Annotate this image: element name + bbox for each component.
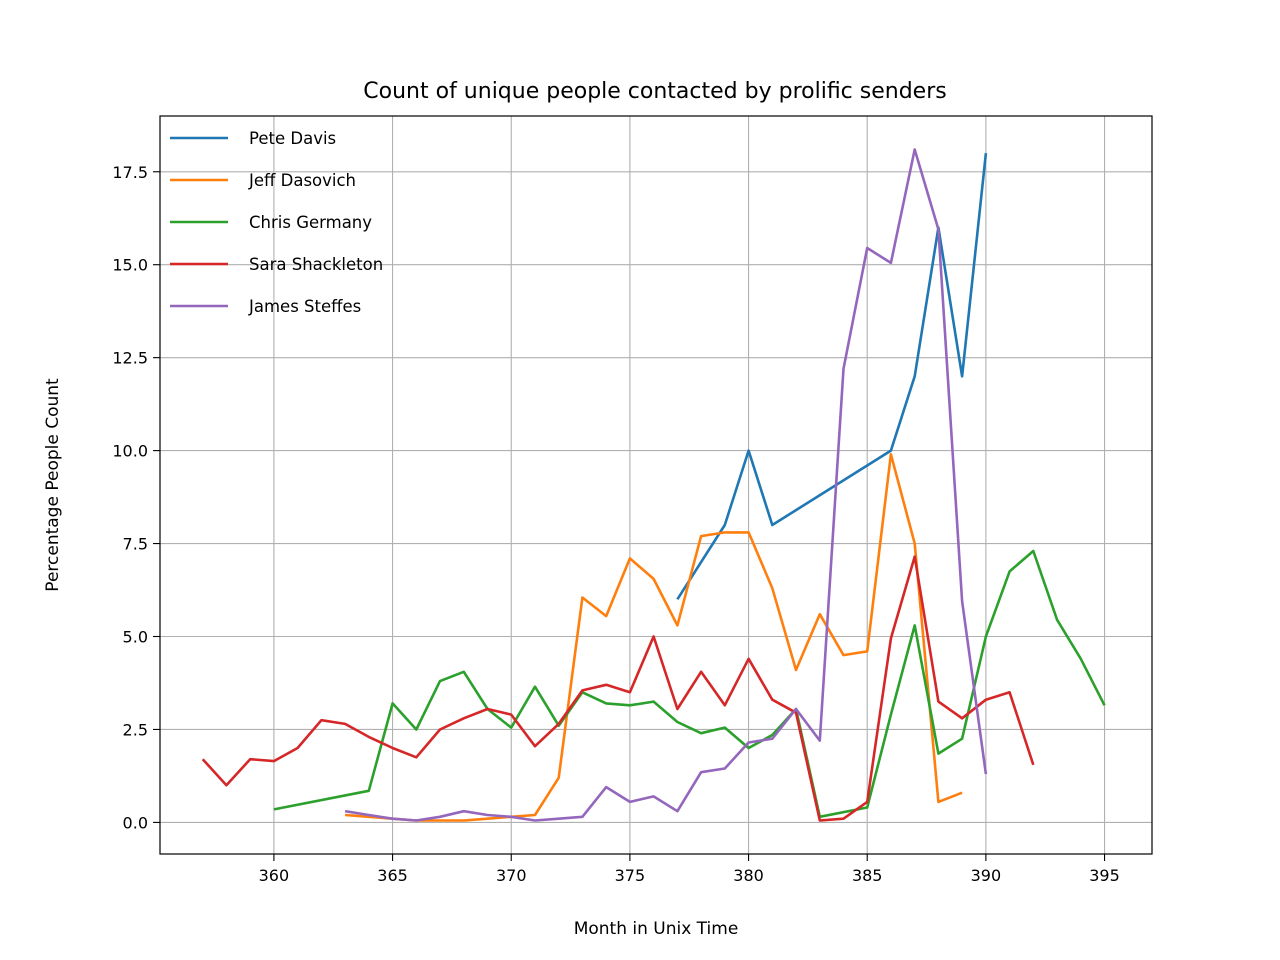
y-tick-label: 17.5 bbox=[112, 163, 148, 182]
series-line-sara-shackleton bbox=[201, 555, 1035, 822]
x-tick-label: 395 bbox=[1089, 866, 1120, 885]
chart-title: Count of unique people contacted by prol… bbox=[363, 79, 946, 104]
x-axis-label: Month in Unix Time bbox=[574, 919, 739, 939]
y-tick-label: 7.5 bbox=[123, 535, 148, 554]
x-tick-label: 380 bbox=[733, 866, 764, 885]
series-line-chris-germany bbox=[273, 549, 1106, 819]
legend-label-jeff-dasovich: Jeff Dasovich bbox=[248, 171, 356, 190]
series-layer bbox=[201, 148, 1106, 822]
y-tick-label: 5.0 bbox=[123, 628, 148, 647]
x-tick-label: 360 bbox=[259, 866, 290, 885]
plot-frame bbox=[159, 115, 1153, 855]
series-line-pete-davis bbox=[676, 153, 988, 600]
legend-label-chris-germany: Chris Germany bbox=[249, 213, 372, 232]
grid-layer bbox=[160, 116, 1152, 854]
legend-label-sara-shackleton: Sara Shackleton bbox=[249, 255, 383, 274]
x-tick-label: 365 bbox=[377, 866, 408, 885]
y-tick-label: 12.5 bbox=[112, 349, 148, 368]
legend-label-james-steffes: James Steffes bbox=[248, 297, 361, 316]
series-line-jeff-dasovich bbox=[345, 452, 963, 822]
x-tick-label: 370 bbox=[496, 866, 527, 885]
y-axis-label: Percentage People Count bbox=[43, 378, 63, 592]
series-line-james-steffes bbox=[344, 148, 988, 822]
tick-layer: 360 365 370 375 380 385 390 395 0.0 2.5 5.0 7.5 10.0… bbox=[112, 163, 1119, 885]
legend-label-pete-davis: Pete Davis bbox=[249, 129, 336, 148]
legend: Pete Davis Jeff Dasovich Chris Germany Sara… bbox=[170, 129, 383, 316]
y-tick-label: 2.5 bbox=[123, 720, 148, 739]
y-tick-label: 15.0 bbox=[112, 256, 148, 275]
x-tick-label: 375 bbox=[615, 866, 646, 885]
y-tick-label: 0.0 bbox=[123, 813, 148, 832]
x-tick-label: 390 bbox=[971, 866, 1002, 885]
x-tick-label: 385 bbox=[852, 866, 883, 885]
y-tick-label: 10.0 bbox=[112, 442, 148, 461]
